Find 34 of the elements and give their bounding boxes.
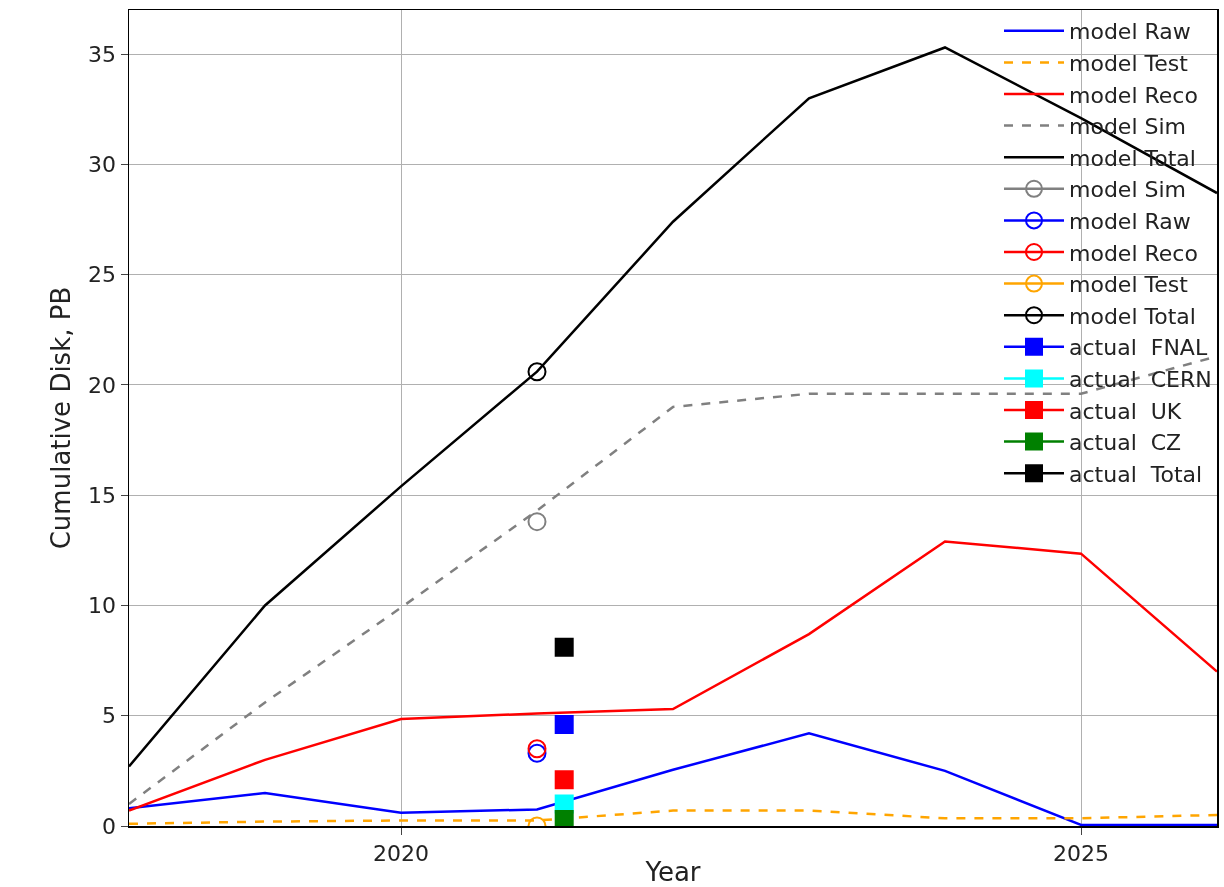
y-tick-label: 30	[88, 152, 117, 178]
x-axis-title: Year	[644, 857, 701, 887]
legend-label: actual Total	[1069, 461, 1203, 487]
legend-label: model Sim	[1069, 177, 1187, 203]
legend-label: model Reco	[1069, 240, 1198, 266]
y-tick-label: 10	[88, 593, 117, 619]
y-tick-label: 25	[88, 262, 117, 288]
legend-label: model Test	[1069, 50, 1189, 76]
line-series	[129, 732, 1217, 826]
line-series	[129, 809, 1217, 826]
legend-label: model Raw	[1069, 19, 1191, 45]
y-tick-label: 5	[102, 703, 117, 729]
line-series	[129, 540, 1217, 812]
x-tick-label: 2020	[373, 840, 429, 866]
legend-label: model Test	[1069, 272, 1189, 298]
legend-label: model Reco	[1069, 82, 1198, 108]
y-axis-title: Cumulative Disk, PB	[45, 286, 76, 550]
legend-label: model Total	[1069, 303, 1196, 329]
legend-label: model Raw	[1069, 208, 1191, 234]
point	[554, 715, 574, 735]
y-tick-label: 35	[88, 41, 117, 67]
point	[554, 809, 574, 826]
x-tick-label: 2025	[1053, 840, 1109, 866]
legend-label: actual CERN	[1069, 366, 1212, 392]
legend-label: actual UK	[1069, 398, 1182, 424]
legend-label: actual FNAL	[1069, 335, 1208, 361]
point	[554, 637, 574, 657]
y-tick-label: 15	[88, 482, 117, 508]
point	[554, 770, 574, 790]
y-tick-label: 0	[102, 813, 117, 839]
point	[527, 512, 547, 532]
y-tick-label: 20	[88, 372, 117, 398]
legend-label: actual CZ	[1069, 430, 1182, 456]
point	[527, 362, 547, 382]
